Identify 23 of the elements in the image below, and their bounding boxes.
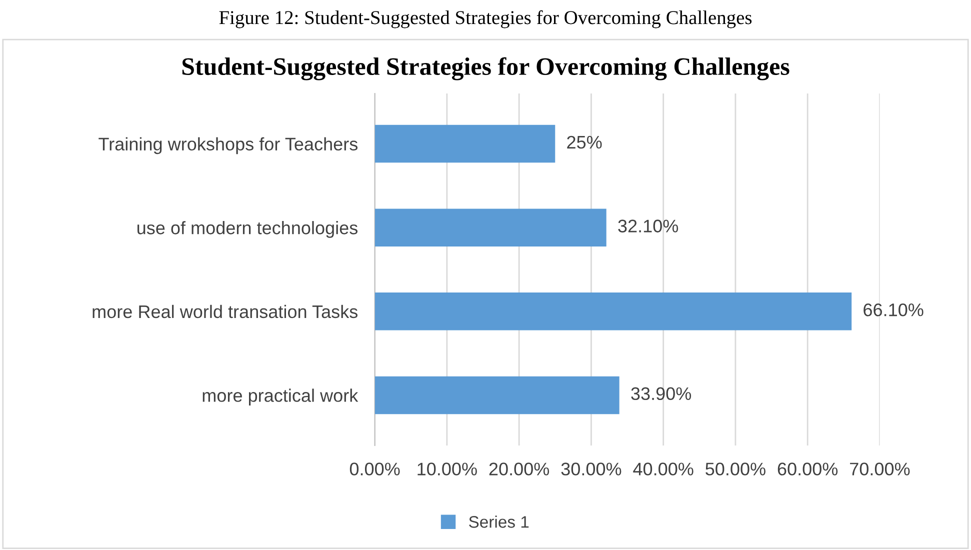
- x-tick-label: 20.00%: [489, 462, 550, 476]
- x-tick-label: 0.00%: [350, 462, 400, 476]
- legend-label: Series 1: [469, 516, 529, 528]
- caption: Figure 12: Student-Suggested Strategies for Overcoming Challenges: [219, 10, 752, 28]
- x-tick-label: 40.00%: [633, 462, 694, 476]
- y-tick-label: more practical work: [202, 388, 358, 406]
- text: 66.10%: [864, 303, 924, 316]
- bar: [374, 376, 620, 414]
- text: 25%: [567, 136, 602, 149]
- text: 32.10%: [618, 220, 678, 232]
- bar: [374, 208, 606, 246]
- y-tick-label: use of modern technologies: [138, 221, 358, 238]
- y-tick-label: Training wrokshops for Teachers: [98, 137, 358, 154]
- x-tick-label: 30.00%: [561, 462, 622, 476]
- bar: [374, 124, 556, 163]
- x-tick-label: 60.00%: [778, 462, 838, 476]
- bar: [374, 292, 852, 330]
- x-tick-label: 50.00%: [706, 462, 766, 476]
- x-tick-label: 70.00%: [850, 462, 910, 476]
- chart-title: Student-Suggested Strategies for Overcoming Challenges: [182, 57, 790, 80]
- y-tick-label: more Real world transation Tasks: [92, 304, 358, 318]
- text: 33.90%: [631, 387, 692, 400]
- x-tick-label: 10.00%: [418, 462, 477, 476]
